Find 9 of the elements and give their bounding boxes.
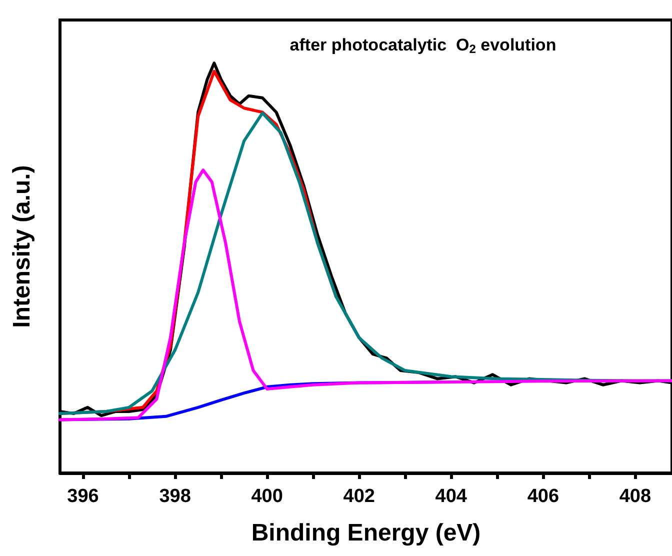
x-tick-label: 408 — [619, 486, 652, 507]
x-tick-label: 402 — [343, 486, 375, 507]
x-tick-label: 398 — [159, 486, 191, 507]
x-tick-label: 396 — [67, 486, 99, 507]
x-axis-title: Binding Energy (eV) — [251, 520, 481, 546]
x-tick-label: 404 — [435, 486, 468, 507]
y-axis-title: Intensity (a.u.) — [8, 165, 36, 328]
x-tick-label: 400 — [251, 486, 283, 507]
x-tick-label: 406 — [527, 486, 560, 507]
